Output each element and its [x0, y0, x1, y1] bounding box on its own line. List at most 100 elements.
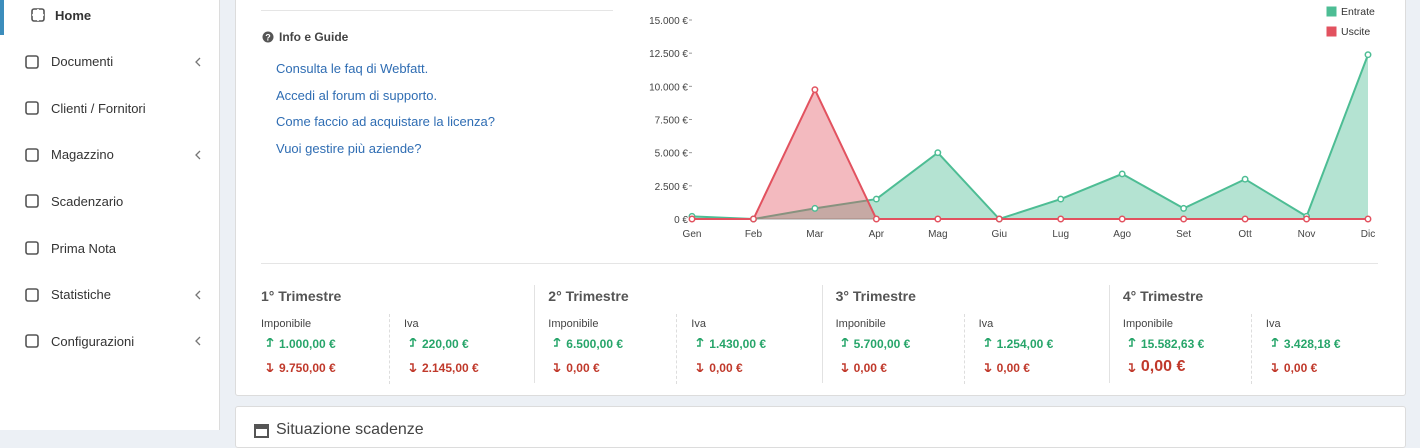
menu-item[interactable]: Clienti / Fornitori [0, 88, 219, 128]
up-icon [409, 338, 417, 347]
point [1241, 175, 1249, 183]
up-icon [696, 338, 704, 347]
x-tick-label: Mar [806, 229, 824, 240]
menu-label: Configurazioni [51, 333, 135, 349]
point [1180, 215, 1188, 223]
chevron-shape [195, 57, 201, 67]
menu-item[interactable]: Magazzino [0, 135, 219, 175]
menu-item[interactable]: Home [0, 0, 223, 35]
x-tick-label: Nov [1298, 229, 1316, 240]
menu-icon [25, 241, 39, 255]
value-out: 0,00 € [709, 361, 743, 375]
menu-icon [25, 147, 39, 162]
menu-label: Magazzino [51, 147, 114, 163]
point [1118, 215, 1126, 223]
arrow-shape [696, 363, 704, 372]
down-icon [841, 363, 849, 372]
x-tick-label: Giu [991, 229, 1007, 240]
x-tick-label: Lug [1052, 229, 1069, 240]
x-tick-label: Ago [1113, 229, 1131, 240]
point [750, 215, 757, 223]
value-in: 220,00 € [422, 337, 469, 351]
value-in: 5.700,00 € [853, 337, 911, 351]
arrow-shape [841, 363, 849, 372]
menu-label: Statistiche [51, 287, 111, 303]
divider [261, 10, 613, 11]
column-label: Imponibile [261, 318, 312, 330]
chevron [195, 336, 201, 346]
icon-shape [25, 54, 39, 69]
arrow-shape [553, 338, 561, 347]
info-title: Info e Guide [279, 30, 349, 44]
column-label: Imponibile [835, 318, 886, 330]
menu-icon [25, 194, 39, 209]
value-in: 6.500,00 € [566, 337, 624, 351]
icon-shape [25, 194, 39, 209]
column-label: Iva [1265, 318, 1281, 330]
y-tick-label: 12.500 € [649, 49, 688, 60]
point [995, 215, 1003, 223]
down-icon [553, 363, 561, 372]
point [1057, 195, 1065, 203]
point [934, 149, 942, 157]
divider [1250, 314, 1252, 384]
arrow-shape [553, 363, 561, 372]
down-icon [1128, 363, 1136, 372]
icon-shape [25, 287, 39, 302]
divider [261, 263, 1378, 264]
info-link[interactable]: Vuoi gestire più aziende? [276, 141, 422, 157]
menu-label: Documenti [51, 54, 114, 70]
menu-item[interactable]: Documenti [0, 42, 219, 82]
icon-shape [25, 101, 39, 115]
menu-icon [31, 8, 45, 22]
point [872, 195, 880, 203]
menu-label: Clienti / Fornitori [51, 100, 146, 116]
menu-item[interactable]: Statistiche [0, 275, 219, 315]
arrow-shape [409, 363, 417, 372]
arrow-shape [1271, 338, 1279, 347]
y-tick-label: 15.000 € [649, 16, 688, 27]
info-link[interactable]: Accedi al forum di supporto. [276, 87, 438, 103]
arrow-shape [696, 338, 704, 347]
point [811, 86, 819, 94]
quarter-title: 2° Trimestre [548, 288, 629, 304]
arrow-shape [266, 338, 274, 347]
value-out: 9.750,00 € [279, 361, 336, 375]
arrow-shape [984, 338, 992, 347]
point [1118, 170, 1126, 178]
arrow-shape [409, 338, 417, 347]
menu-item[interactable]: Configurazioni [0, 321, 219, 361]
legend-swatch [1325, 5, 1338, 18]
point [872, 215, 880, 223]
next-panel: Situazione scadenze [235, 406, 1406, 448]
menu-icon [25, 334, 39, 348]
menu-item[interactable]: Scadenzario [0, 181, 219, 221]
menu-item[interactable]: Prima Nota [0, 228, 219, 268]
down-icon [984, 363, 992, 372]
arrow-shape [984, 363, 992, 372]
x-tick-label: Ott [1238, 229, 1252, 240]
info-link[interactable]: Come faccio ad acquistare la licenza? [276, 114, 495, 130]
up-icon [1128, 338, 1136, 347]
arrow-shape [841, 338, 849, 347]
line [691, 54, 1369, 221]
x-tick-label: Feb [745, 229, 763, 240]
down-icon [1271, 363, 1279, 372]
x-tick-label: Gen [683, 229, 702, 240]
menu-icon [25, 54, 39, 69]
y-tick-label: 5.000 € [655, 149, 689, 160]
value-in: 1.254,00 € [996, 337, 1054, 351]
divider [1108, 285, 1110, 383]
y-tick-label: 0 € [674, 215, 688, 226]
arrow-shape [1271, 363, 1279, 372]
info-link[interactable]: Consulta le faq di Webfatt. [276, 61, 429, 76]
point [1364, 51, 1372, 59]
column-label: Iva [978, 318, 994, 330]
chevron-shape [195, 290, 201, 300]
y-tick-label: 10.000 € [649, 82, 688, 93]
arrow-shape [1128, 363, 1136, 372]
icon-shape [25, 334, 39, 348]
value-in: 1.430,00 € [709, 337, 767, 351]
point [688, 215, 696, 223]
x-tick-label: Mag [928, 229, 947, 240]
